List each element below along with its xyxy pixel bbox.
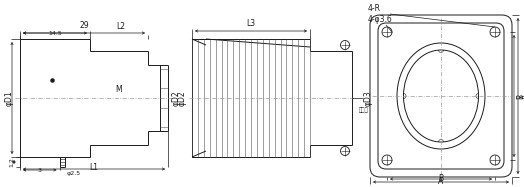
Text: φD3: φD3: [364, 90, 373, 106]
Text: φD2: φD2: [178, 90, 187, 106]
Text: 1.2: 1.2: [9, 157, 14, 167]
Text: 4-φ3.6: 4-φ3.6: [368, 15, 393, 24]
Text: φD2: φD2: [172, 90, 181, 106]
Text: L2: L2: [116, 22, 126, 31]
Text: φD1: φD1: [5, 90, 14, 106]
Text: 4-R: 4-R: [368, 4, 381, 13]
Text: φ2.5: φ2.5: [67, 171, 81, 176]
Text: B: B: [439, 174, 443, 183]
Text: 29: 29: [79, 21, 89, 30]
Text: A: A: [439, 177, 444, 186]
Text: 14.5: 14.5: [48, 31, 62, 36]
Text: 3: 3: [38, 168, 42, 173]
Text: 锁紧尺: 锁紧尺: [359, 107, 369, 113]
Text: L1: L1: [90, 163, 99, 172]
Text: A: A: [521, 93, 524, 99]
Text: M: M: [116, 85, 122, 94]
Text: L3: L3: [246, 19, 256, 28]
Text: B: B: [516, 94, 524, 99]
